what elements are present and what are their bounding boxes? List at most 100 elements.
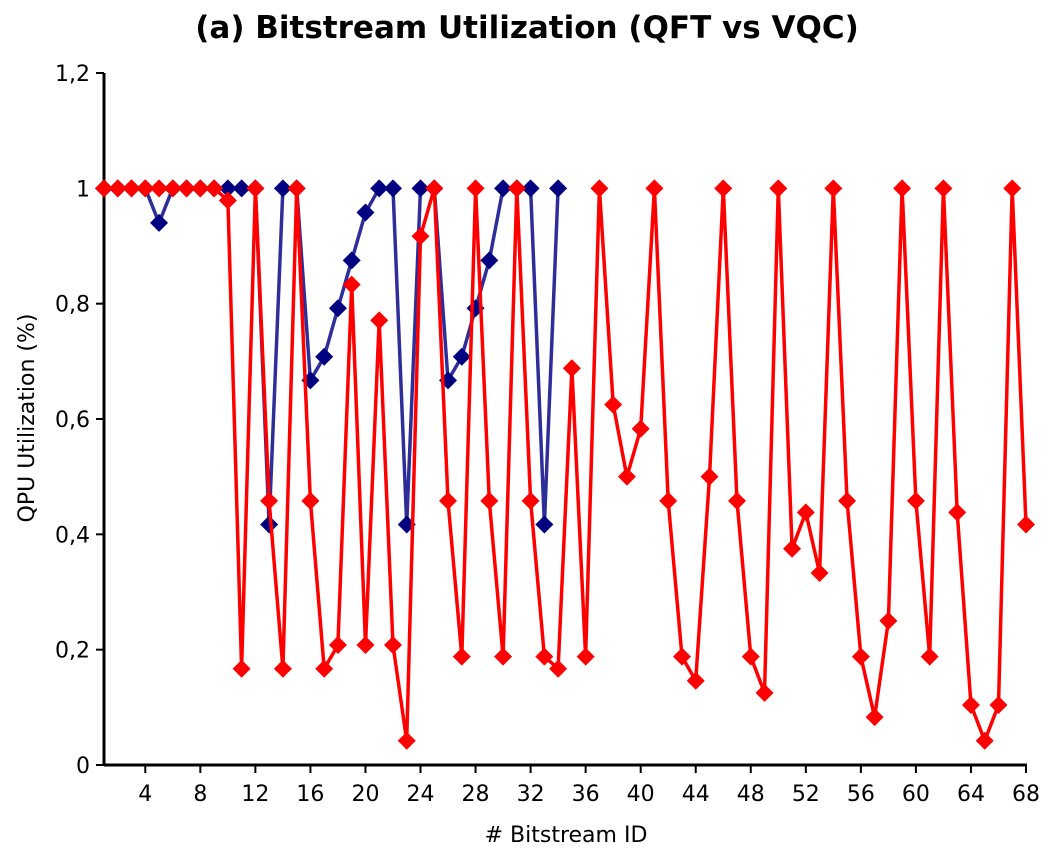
data-point-vqc bbox=[328, 636, 347, 655]
data-point-vqc bbox=[1017, 515, 1035, 534]
y-tick-label: 1,2 bbox=[55, 62, 90, 87]
data-point-vqc bbox=[604, 395, 623, 414]
data-point-qft bbox=[383, 179, 402, 198]
x-tick-label: 52 bbox=[792, 782, 820, 807]
data-point-vqc bbox=[590, 179, 609, 198]
data-point-qft bbox=[411, 179, 430, 198]
data-point-vqc bbox=[122, 179, 141, 198]
data-point-vqc bbox=[672, 647, 691, 666]
data-point-qft bbox=[370, 179, 389, 198]
data-point-vqc bbox=[562, 359, 581, 378]
x-tick-label: 24 bbox=[407, 782, 435, 807]
data-point-qft bbox=[328, 299, 347, 318]
y-tick-label: 0 bbox=[76, 754, 90, 779]
data-point-vqc bbox=[383, 636, 402, 655]
data-point-vqc bbox=[439, 491, 458, 510]
series-vqc bbox=[95, 179, 1035, 750]
data-point-qft bbox=[218, 179, 237, 198]
axes: 00,20,40,60,811,24 8 12 16 20 24 28 32 36 40 44 48 5… bbox=[55, 62, 1040, 807]
data-point-vqc bbox=[851, 647, 870, 666]
data-point-qft bbox=[260, 515, 279, 534]
data-point-qft bbox=[549, 179, 568, 198]
data-point-vqc bbox=[838, 491, 857, 510]
data-point-vqc bbox=[411, 227, 430, 246]
data-point-vqc bbox=[95, 179, 113, 198]
data-point-vqc bbox=[177, 179, 196, 198]
data-point-qft bbox=[315, 347, 334, 366]
data-point-vqc bbox=[975, 731, 994, 750]
data-point-vqc bbox=[645, 179, 664, 198]
x-tick-label: 48 bbox=[737, 782, 765, 807]
x-tick-label: 44 bbox=[682, 782, 710, 807]
data-point-vqc bbox=[961, 696, 980, 715]
y-tick-label: 0,2 bbox=[55, 639, 90, 664]
y-axis-label: QPU Utilization (%) bbox=[15, 314, 40, 523]
data-point-vqc bbox=[755, 683, 774, 702]
chart-title: (a) Bitstream Utilization (QFT vs VQC) bbox=[195, 10, 859, 46]
x-tick-label: 12 bbox=[241, 782, 269, 807]
x-tick-label: 28 bbox=[462, 782, 490, 807]
data-point-qft bbox=[150, 213, 169, 232]
data-point-vqc bbox=[397, 731, 416, 750]
series-line-vqc bbox=[104, 186, 1028, 743]
x-tick-label: 4 bbox=[138, 782, 152, 807]
data-point-vqc bbox=[452, 647, 471, 666]
data-point-vqc bbox=[865, 708, 884, 727]
data-point-vqc bbox=[920, 647, 939, 666]
x-tick-label: 16 bbox=[296, 782, 324, 807]
x-tick-label: 36 bbox=[572, 782, 600, 807]
series-qft bbox=[95, 179, 568, 534]
data-point-vqc bbox=[466, 179, 485, 198]
data-point-vqc bbox=[218, 191, 237, 210]
data-point-vqc bbox=[535, 647, 554, 666]
data-point-vqc bbox=[1003, 179, 1022, 198]
x-tick-label: 56 bbox=[847, 782, 875, 807]
data-point-vqc bbox=[342, 275, 361, 294]
plot-area bbox=[95, 179, 1035, 750]
y-tick-label: 0,8 bbox=[55, 293, 90, 318]
y-tick-label: 1 bbox=[76, 177, 90, 202]
data-point-vqc bbox=[893, 179, 912, 198]
data-point-qft bbox=[521, 179, 540, 198]
x-tick-label: 64 bbox=[957, 782, 985, 807]
data-point-vqc bbox=[948, 503, 967, 522]
data-point-qft bbox=[356, 203, 375, 222]
x-tick-label: 40 bbox=[627, 782, 655, 807]
data-point-vqc bbox=[205, 179, 224, 198]
data-point-vqc bbox=[246, 179, 265, 198]
data-point-vqc bbox=[507, 179, 526, 198]
x-tick-label: 32 bbox=[517, 782, 545, 807]
data-point-qft bbox=[494, 179, 513, 198]
data-point-vqc bbox=[232, 659, 251, 678]
data-point-vqc bbox=[700, 467, 719, 486]
data-point-vqc bbox=[494, 647, 513, 666]
data-point-qft bbox=[232, 179, 251, 198]
data-point-vqc bbox=[769, 179, 788, 198]
data-point-vqc bbox=[301, 491, 320, 510]
data-point-vqc bbox=[549, 659, 568, 678]
data-point-vqc bbox=[631, 419, 650, 438]
data-point-vqc bbox=[934, 179, 953, 198]
data-point-qft bbox=[342, 251, 361, 270]
data-point-qft bbox=[480, 251, 499, 270]
data-point-vqc bbox=[108, 179, 127, 198]
data-point-vqc bbox=[273, 659, 292, 678]
data-point-vqc bbox=[425, 179, 444, 198]
data-point-qft bbox=[273, 179, 292, 198]
data-point-vqc bbox=[315, 659, 334, 678]
data-point-vqc bbox=[810, 563, 829, 582]
data-point-vqc bbox=[356, 636, 375, 655]
data-point-vqc bbox=[163, 179, 182, 198]
data-point-vqc bbox=[989, 696, 1008, 715]
data-point-qft bbox=[535, 515, 554, 534]
x-tick-label: 20 bbox=[351, 782, 379, 807]
data-point-vqc bbox=[480, 491, 499, 510]
data-point-vqc bbox=[150, 179, 169, 198]
x-tick-label: 68 bbox=[1012, 782, 1040, 807]
data-point-vqc bbox=[287, 179, 306, 198]
data-point-vqc bbox=[714, 179, 733, 198]
data-point-vqc bbox=[906, 491, 925, 510]
x-tick-label: 60 bbox=[902, 782, 930, 807]
x-tick-label: 8 bbox=[193, 782, 207, 807]
data-point-vqc bbox=[521, 491, 540, 510]
